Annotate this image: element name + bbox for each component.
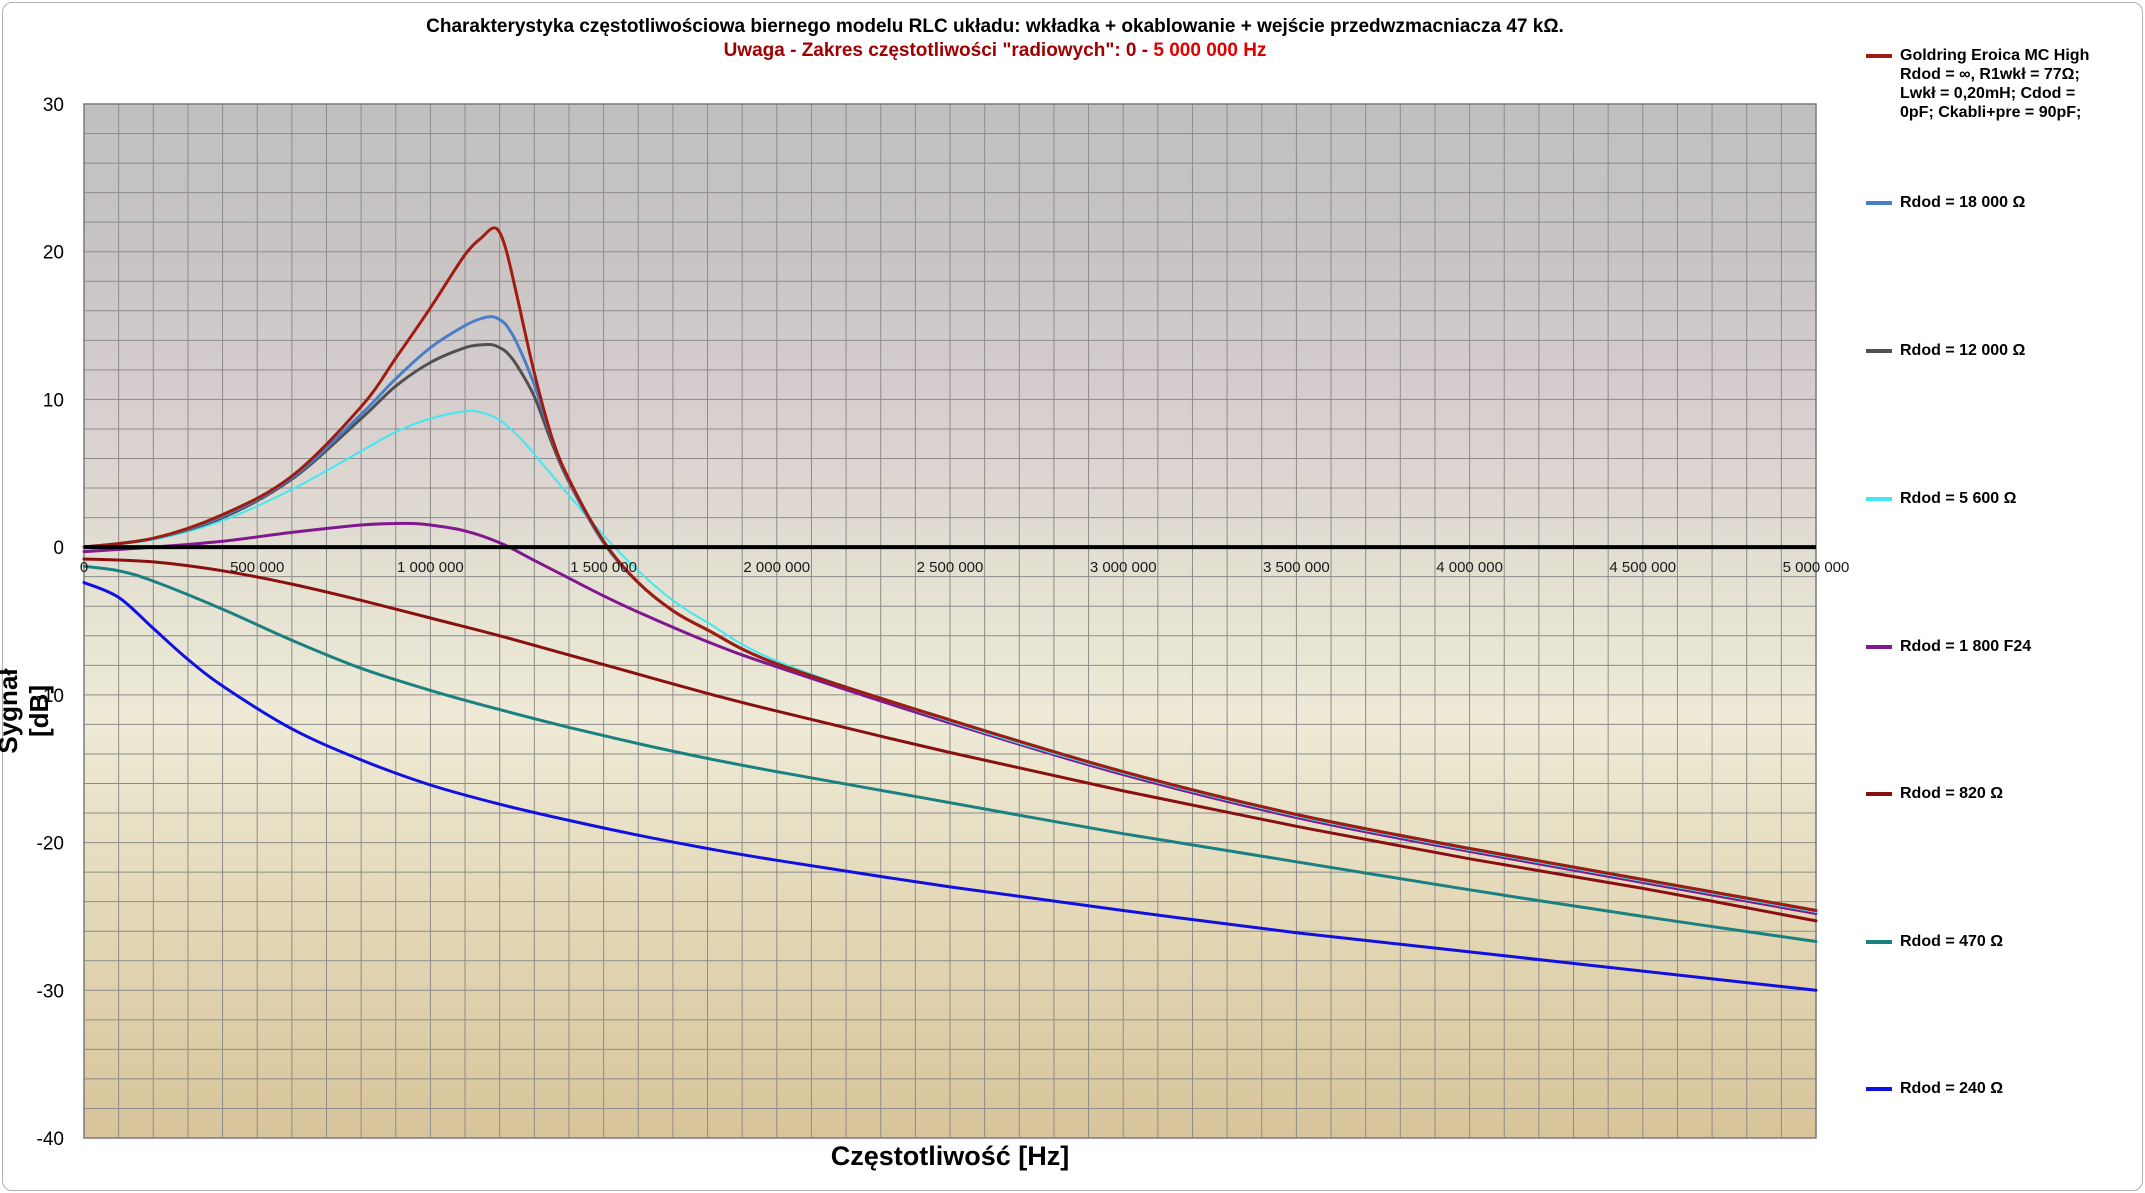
y-tick-label: 0 [53, 538, 64, 559]
legend-label: Rdod = 1 800 F24 [1900, 638, 2032, 655]
subtitle-part2: 5 000 000 Hz [1153, 40, 1267, 61]
x-tick-label: 1 000 000 [397, 559, 464, 576]
x-axis-ticks: 0 500 000 1 000 000 1 500 000 2 000 000 2 500… [80, 559, 1850, 576]
y-tick-label: -30 [37, 981, 64, 1002]
series-line-1 [82, 226, 1818, 912]
legend-label: Rdod = 820 Ω [1900, 785, 2004, 802]
x-tick-label: 1 500 000 [570, 559, 637, 576]
legend-swatch [1866, 201, 1892, 205]
x-tick-label: 2 000 000 [743, 559, 810, 576]
legend-swatch [1866, 792, 1892, 796]
series-line-8 [82, 581, 1818, 992]
chart-title: Charakterystyka częstotliwościowa bierne… [426, 16, 1564, 37]
legend-swatch [1866, 940, 1892, 944]
legend-swatch [1866, 349, 1892, 353]
series-line-6 [82, 557, 1818, 923]
y-axis-ticks: -40 -30 -20 -10 0 10 20 30 [37, 95, 64, 1150]
legend-item-6: Rdod = 820 Ω [1866, 784, 2003, 803]
legend-label: Rdod = 12 000 Ω [1900, 342, 2026, 359]
x-axis-title: Częstotliwość [Hz] [830, 1141, 1070, 1171]
chart-subtitle: Uwaga - Zakres częstotliwości "radiowych… [0, 40, 1990, 62]
y-tick-label: 20 [43, 243, 64, 264]
x-tick-label: 2 500 000 [917, 559, 984, 576]
legend-swatch [1866, 54, 1892, 58]
legend-swatch [1866, 645, 1892, 649]
x-tick-label: 0 [80, 559, 88, 576]
x-tick-label: 3 000 000 [1090, 559, 1157, 576]
legend-label: Rdod = 5 600 Ω [1900, 490, 2017, 507]
y-tick-label: 10 [43, 390, 64, 411]
legend-item-1: Goldring Eroica MC High Rdod = ∞, R1wkł … [1866, 46, 2145, 122]
x-tick-label: 5 000 000 [1783, 559, 1850, 576]
x-tick-label: 4 500 000 [1609, 559, 1676, 576]
legend-label: Rdod = 240 Ω [1900, 1080, 2004, 1097]
legend-item-2: Rdod = 18 000 Ω [1866, 193, 2025, 212]
y-axis-title: Sygnał [dB] [0, 668, 54, 754]
legend-swatch [1866, 1087, 1892, 1091]
y-tick-label: -10 [37, 686, 64, 707]
legend-label: Rdod = 18 000 Ω [1900, 194, 2026, 211]
legend-label: Rdod = 470 Ω [1900, 933, 2004, 950]
plot-border [83, 103, 1817, 1139]
subtitle-part1: Uwaga - Zakres częstotliwości "radiowych… [723, 40, 1149, 61]
legend-swatch [1866, 497, 1892, 501]
grid-lines [83, 103, 1817, 1139]
series-line-5 [82, 521, 1818, 915]
x-tick-label: 500 000 [230, 559, 284, 576]
series-layer [82, 226, 1818, 992]
legend-item-4: Rdod = 5 600 Ω [1866, 489, 2016, 508]
legend-label: Goldring Eroica MC High Rdod = ∞, R1wkł … [1900, 47, 2090, 121]
y-tick-label: -40 [37, 1129, 64, 1150]
y-tick-label: -20 [37, 834, 64, 855]
y-tick-label: 30 [43, 95, 64, 116]
series-line-7 [82, 564, 1818, 943]
x-tick-label: 3 500 000 [1263, 559, 1330, 576]
x-tick-label: 4 000 000 [1436, 559, 1503, 576]
legend-item-3: Rdod = 12 000 Ω [1866, 341, 2025, 360]
legend-item-7: Rdod = 470 Ω [1866, 932, 2003, 951]
legend-item-5: Rdod = 1 800 F24 [1866, 637, 2031, 656]
legend-item-8: Rdod = 240 Ω [1866, 1079, 2003, 1098]
